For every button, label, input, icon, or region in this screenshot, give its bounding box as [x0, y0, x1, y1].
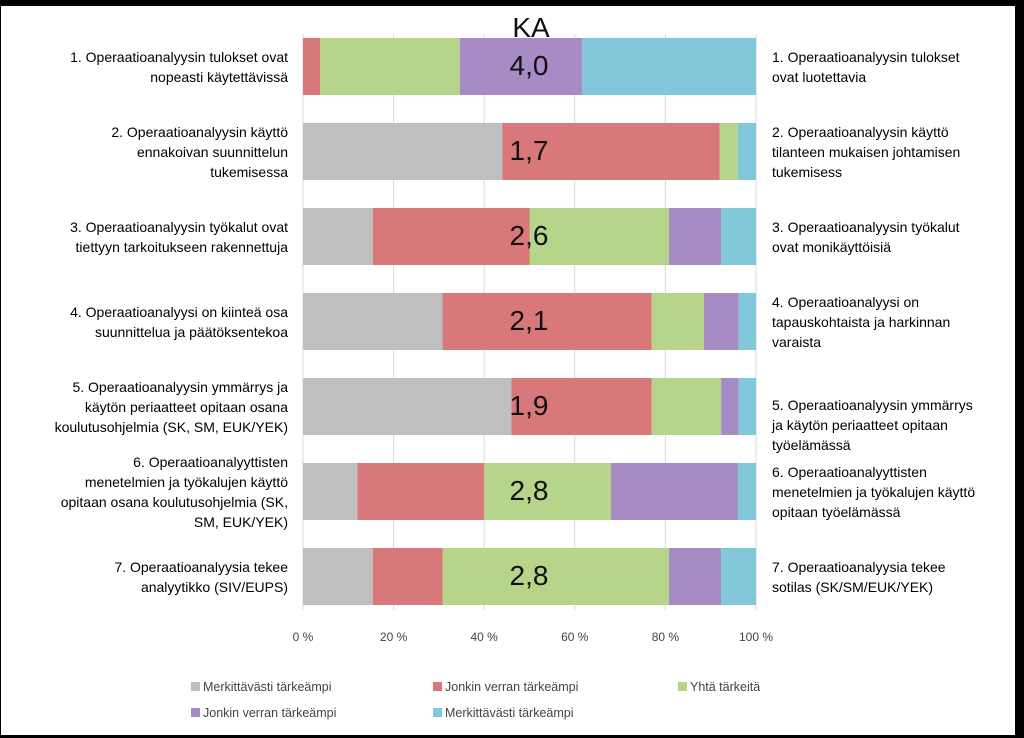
bar-segment-row7-series3	[442, 548, 670, 605]
bar-segment-row4-series3	[651, 293, 704, 350]
average-value-label: 2,8	[509, 560, 549, 591]
bar-segment-row5-series5	[738, 378, 756, 435]
bar-segment-row4-series5	[738, 293, 756, 350]
legend-item: Merkittävästi tärkeämpi	[191, 680, 332, 694]
average-value-label: 1,9	[509, 390, 549, 421]
bar-segment-row6-series2	[357, 463, 485, 520]
legend-swatch	[678, 682, 687, 691]
bar-segment-row4-series2	[442, 293, 652, 350]
average-value-label: 2,1	[509, 305, 549, 336]
bar-segment-row7-series2	[372, 548, 443, 605]
average-value-label: 1,7	[509, 135, 549, 166]
bar-segment-row1-series2	[303, 38, 321, 95]
legend-label: Yhtä tärkeitä	[690, 680, 761, 694]
bar-segment-row3-series1	[303, 208, 373, 265]
chart-title: KA	[512, 12, 550, 43]
legend-swatch	[433, 682, 442, 691]
legend-swatch	[433, 708, 442, 717]
right-category-label: 5. Operaatioanalyysin ymmärrys ja käytön…	[772, 396, 973, 453]
x-tick-label: 60 %	[561, 630, 589, 644]
bar-segment-row2-series2	[502, 123, 720, 180]
bar-segment-row7-series1	[303, 548, 373, 605]
bar-segment-row6-series5	[737, 463, 756, 520]
left-category-label: 1. Operaatioanalyysin tulokset ovat nope…	[70, 48, 288, 85]
average-value-label: 2,6	[509, 220, 549, 251]
legend-label: Jonkin verran tärkeämpi	[445, 680, 579, 694]
bar-segment-row6-series4	[611, 463, 738, 520]
legend-swatch	[191, 682, 200, 691]
bar-segment-row1-series5	[582, 38, 756, 95]
bar-segment-row4-series4	[703, 293, 739, 350]
left-category-label: 6. Operaatioanalyyttisten menetelmien ja…	[60, 453, 288, 530]
bar-segment-row7-series5	[721, 548, 756, 605]
legend-label: Jonkin verran tärkeämpi	[203, 706, 337, 720]
chart-area: KA 1. Operaatioanalyysin tulokset ovat n…	[1, 6, 1015, 735]
right-category-label: 6. Operaatioanalyyttisten menetelmien ja…	[772, 463, 976, 520]
right-category-label: 4. Operaatioanalyysi on tapauskohtaista …	[772, 293, 951, 350]
bar-segment-row5-series4	[721, 378, 739, 435]
average-value-label: 2,8	[509, 475, 549, 506]
bar-segment-row5-series1	[303, 378, 512, 435]
legend-label: Merkittävästi tärkeämpi	[445, 706, 574, 720]
right-category-label: 7. Operaatioanalyysia tekee sotilas (SK/…	[772, 558, 946, 595]
bar-segment-row3-series5	[721, 208, 756, 265]
left-category-label: 3. Operaatioanalyysin työkalut ovat tiet…	[70, 218, 288, 255]
bar-segment-row1-series4	[459, 38, 583, 95]
x-tick-label: 40 %	[470, 630, 498, 644]
left-category-label: 4. Operaatioanalyysi on kiinteä osa suun…	[70, 303, 288, 340]
average-value-label: 4,0	[509, 50, 549, 81]
legend-item: Merkittävästi tärkeämpi	[433, 706, 574, 720]
legend-item: Yhtä tärkeitä	[678, 680, 760, 694]
left-category-label: 5. Operaatioanalyysin ymmärrys ja käytön…	[54, 378, 288, 435]
x-tick-label: 80 %	[651, 630, 680, 644]
bar-segment-row5-series3	[651, 378, 722, 435]
bar-segment-row5-series2	[511, 378, 652, 435]
bar-segment-row2-series1	[303, 123, 503, 180]
bar-segment-row1-series3	[320, 38, 460, 95]
bar-segment-row3-series4	[669, 208, 722, 265]
legend-item: Jonkin verran tärkeämpi	[191, 706, 336, 720]
bar-segment-row6-series1	[303, 463, 358, 520]
right-category-label: 2. Operaatioanalyysin käyttö tilanteen m…	[772, 123, 961, 180]
right-category-label: 3. Operaatioanalyysin työkalut ovat moni…	[772, 218, 960, 255]
bar-segment-row2-series5	[737, 123, 756, 180]
bar-segment-row4-series1	[303, 293, 443, 350]
chart-plot	[302, 34, 757, 610]
bar-segment-row3-series2	[372, 208, 530, 265]
bar-segment-row2-series3	[719, 123, 738, 180]
legend-label: Merkittävästi tärkeämpi	[203, 680, 332, 694]
left-category-label: 7. Operaatioanalyysia tekee analyytikko …	[114, 558, 288, 595]
x-tick-label: 20 %	[379, 630, 408, 644]
left-category-label: 2. Operaatioanalyysin käyttö ennakoivan …	[111, 123, 288, 180]
bar-segment-row3-series3	[529, 208, 670, 265]
legend-item: Jonkin verran tärkeämpi	[433, 680, 578, 694]
bar-segment-row6-series3	[484, 463, 612, 520]
legend-swatch	[191, 708, 200, 717]
x-tick-label: 0 %	[292, 630, 314, 644]
bar-segment-row7-series4	[669, 548, 722, 605]
right-category-label: 1. Operaatioanalyysin tulokset ovat luot…	[772, 48, 960, 85]
x-tick-label: 100 %	[738, 630, 774, 644]
